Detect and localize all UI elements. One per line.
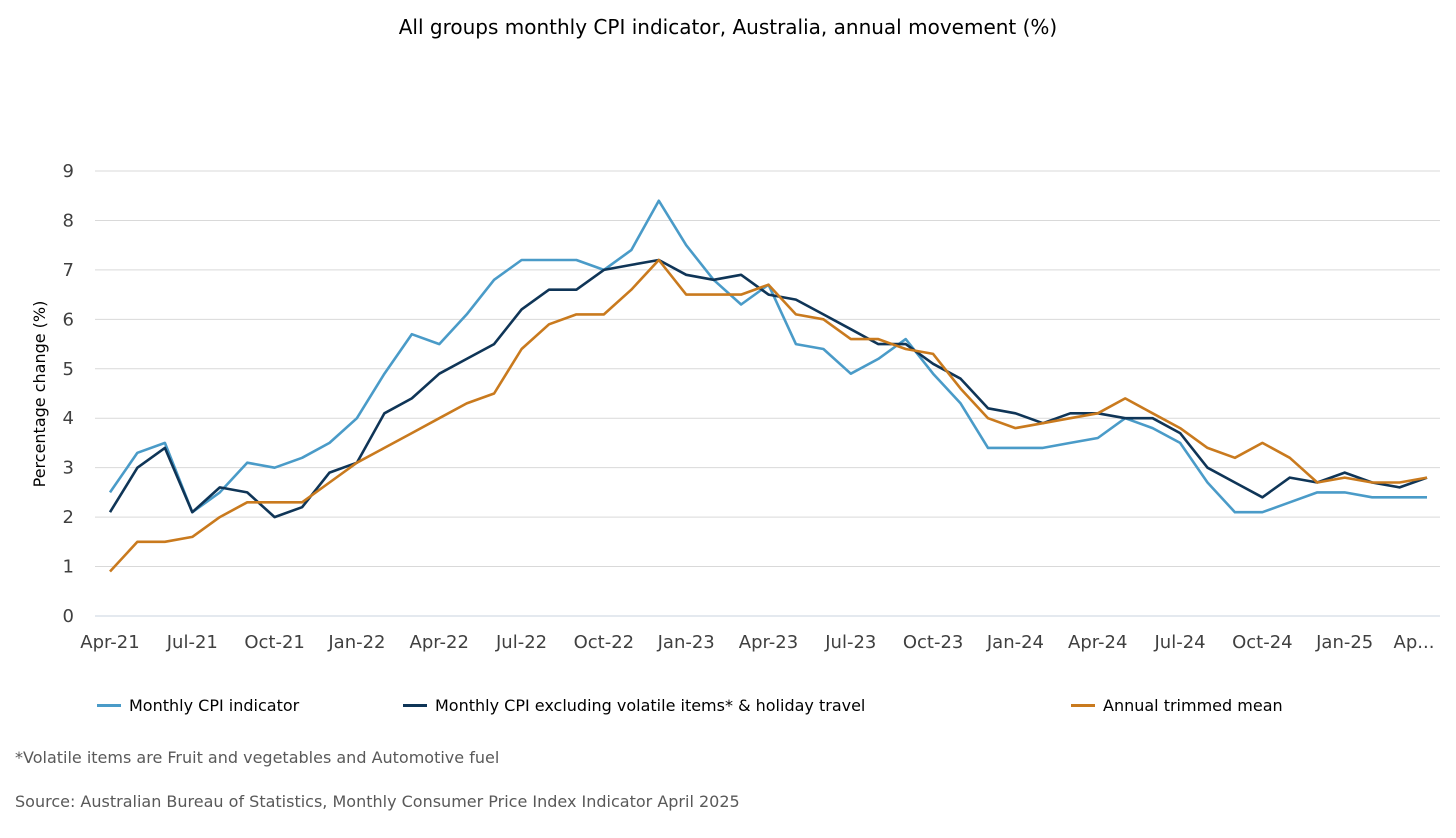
legend-label-monthly-cpi: Monthly CPI indicator <box>129 696 300 715</box>
legend-item-monthly-cpi: Monthly CPI indicator <box>97 696 299 715</box>
x-tick-label: Apr-23 <box>739 632 798 653</box>
footnote-volatile: *Volatile items are Fruit and vegetables… <box>15 748 500 767</box>
x-tick-label: Oct-21 <box>244 632 305 653</box>
footnote-source: Source: Australian Bureau of Statistics,… <box>15 792 740 811</box>
legend-item-trimmed-mean: Annual trimmed mean <box>1071 696 1283 715</box>
series-line-0 <box>108 199 1427 514</box>
y-tick-label: 9 <box>63 161 74 182</box>
x-tick-label: Oct-23 <box>903 632 964 653</box>
legend-label-excluding-volatile: Monthly CPI excluding volatile items* & … <box>435 696 866 715</box>
y-tick-label: 3 <box>63 458 74 479</box>
x-tick-label: Jan-22 <box>327 632 385 653</box>
legend-swatch-trimmed-mean <box>1071 704 1095 707</box>
gridlines <box>95 170 1440 617</box>
y-tick-label: 4 <box>63 408 74 429</box>
chart-title: All groups monthly CPI indicator, Austra… <box>398 15 1058 39</box>
legend-label-trimmed-mean: Annual trimmed mean <box>1103 696 1283 715</box>
x-tick-label: Apr-22 <box>410 632 469 653</box>
x-tick-label: Jul-24 <box>1154 632 1206 653</box>
y-tick-label: 5 <box>63 359 74 380</box>
x-tick-label: Ap... <box>1394 632 1435 653</box>
x-tick-label: Apr-21 <box>80 632 139 653</box>
x-tick-label: Oct-22 <box>574 632 635 653</box>
series-lines <box>108 199 1428 573</box>
legend-swatch-excluding-volatile <box>403 704 427 707</box>
legend: Monthly CPI indicator Monthly CPI exclud… <box>0 696 1456 720</box>
y-tick-label: 7 <box>63 260 74 281</box>
x-tick-label: Jul-22 <box>495 632 547 653</box>
y-tick-label: 8 <box>63 210 74 231</box>
x-tick-label: Jan-25 <box>1315 632 1373 653</box>
y-axis-label: Percentage change (%) <box>30 301 49 488</box>
x-tick-label: Jan-24 <box>986 632 1044 653</box>
legend-swatch-monthly-cpi <box>97 704 121 707</box>
series-line-1 <box>108 258 1428 519</box>
series-line-2 <box>109 258 1428 573</box>
x-tick-label: Jul-23 <box>824 632 876 653</box>
x-tick-label: Jul-21 <box>166 632 218 653</box>
x-tick-label: Oct-24 <box>1232 632 1293 653</box>
legend-item-excluding-volatile: Monthly CPI excluding volatile items* & … <box>403 696 865 715</box>
y-tick-label: 2 <box>63 507 74 528</box>
y-tick-label: 6 <box>63 309 74 330</box>
x-tick-label: Jan-23 <box>657 632 715 653</box>
y-tick-label: 0 <box>63 606 74 627</box>
x-axis-ticks: Apr-21 Jul-21 Oct-21 Jan-22 Apr-22 Jul-22 Oct-… <box>80 632 1434 653</box>
x-tick-label: Apr-24 <box>1068 632 1127 653</box>
y-axis-ticks: 0 1 2 3 4 5 6 7 8 9 <box>63 161 74 627</box>
y-tick-label: 1 <box>63 557 74 578</box>
